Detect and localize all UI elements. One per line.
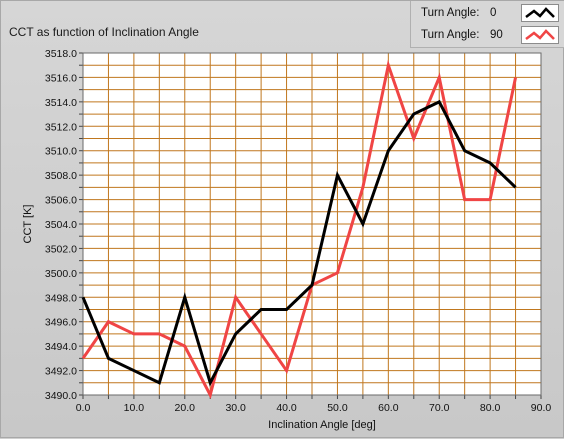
y-tick-label: 3510.0 bbox=[45, 146, 77, 158]
x-tick-label: 80.0 bbox=[480, 402, 501, 414]
y-tick-label: 3512.0 bbox=[45, 121, 77, 133]
x-tick-label: 70.0 bbox=[429, 402, 450, 414]
y-tick-label: 3518.0 bbox=[45, 48, 77, 60]
x-tick-label: 0.0 bbox=[76, 402, 91, 414]
x-tick-label: 60.0 bbox=[378, 402, 399, 414]
x-axis-label: Inclination Angle [deg] bbox=[268, 419, 376, 431]
x-tick-label: 10.0 bbox=[124, 402, 145, 414]
y-tick-label: 3500.0 bbox=[45, 268, 77, 280]
x-tick-label: 20.0 bbox=[175, 402, 196, 414]
y-tick-label: 3508.0 bbox=[45, 170, 77, 182]
y-tick-label: 3514.0 bbox=[45, 97, 77, 109]
x-tick-label: 30.0 bbox=[225, 402, 246, 414]
y-tick-label: 3506.0 bbox=[45, 195, 77, 207]
y-tick-label: 3516.0 bbox=[45, 72, 77, 84]
y-tick-label: 3492.0 bbox=[45, 366, 77, 378]
y-axis-label: CCT [K] bbox=[22, 205, 34, 244]
y-tick-label: 3490.0 bbox=[45, 390, 77, 402]
x-tick-label: 90.0 bbox=[531, 402, 552, 414]
x-tick-label: 50.0 bbox=[327, 402, 348, 414]
y-tick-label: 3504.0 bbox=[45, 219, 77, 231]
y-tick-label: 3494.0 bbox=[45, 341, 77, 353]
y-tick-label: 3498.0 bbox=[45, 292, 77, 304]
y-tick-label: 3502.0 bbox=[45, 243, 77, 255]
y-tick-label: 3496.0 bbox=[45, 317, 77, 329]
x-tick-label: 40.0 bbox=[276, 402, 297, 414]
